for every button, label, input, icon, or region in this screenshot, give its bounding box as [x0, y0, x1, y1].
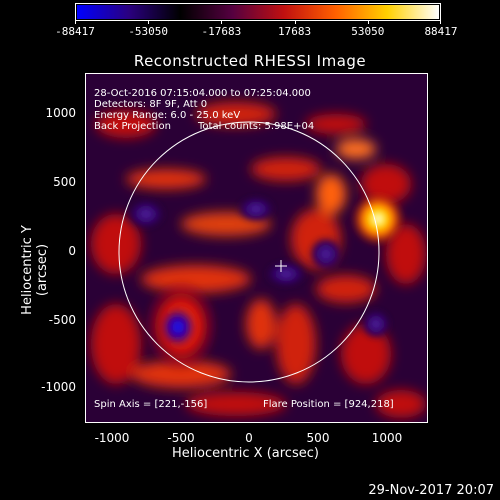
x-tick: -500	[167, 431, 195, 445]
colorbar-tick-label: 88417	[424, 25, 458, 38]
annotation-time-range: 28-Oct-2016 07:15:04.000 to 07:25:04.000	[94, 88, 311, 99]
colorbar-tick-label: 53050	[351, 25, 385, 38]
colorbar-gradient	[77, 5, 439, 19]
colorbar-tick-mark	[367, 20, 369, 24]
footer-date: 29-Nov-2017 20:07	[368, 483, 494, 498]
colorbar	[75, 3, 441, 21]
solar-limb	[118, 121, 380, 383]
colorbar-tick-mark	[75, 20, 76, 24]
colorbar-tick-label: -17683	[201, 25, 242, 38]
plot-title: Reconstructed RHESSI Image	[133, 52, 367, 70]
annotation-energy: Energy Range: 6.0 - 25.0 keV	[94, 110, 241, 121]
y-tick: 0	[68, 244, 76, 258]
y-tick: 500	[53, 175, 76, 189]
image-plot: 28-Oct-2016 07:15:04.000 to 07:25:04.000…	[85, 73, 428, 423]
spin-axis-marker	[275, 260, 287, 272]
annotation-total-counts: Total counts: 5.98E+04	[198, 121, 315, 132]
colorbar-tick-mark	[294, 20, 296, 24]
x-tick: -1000	[94, 431, 130, 445]
annotation-flare-position: Flare Position = [924,218]	[263, 399, 394, 410]
colorbar-tick-mark	[148, 20, 150, 24]
x-axis-label: Heliocentric X (arcsec)	[172, 446, 319, 461]
y-tick: 1000	[45, 106, 76, 120]
colorbar-tick-label: -53050	[128, 25, 169, 38]
colorbar-tick-label: -88417	[55, 25, 95, 38]
annotation-detectors: Detectors: 8F 9F, Att 0	[94, 99, 208, 110]
rhessi-image	[86, 74, 427, 422]
annotation-method: Back Projection	[94, 121, 171, 132]
colorbar-tick-label: 17683	[278, 25, 312, 38]
colorbar-tick-mark	[221, 20, 223, 24]
y-tick: -500	[48, 313, 76, 327]
y-tick: -1000	[41, 380, 76, 394]
x-tick: 500	[306, 431, 330, 445]
annotation-spin-axis: Spin Axis = [221,-156]	[94, 399, 208, 410]
x-tick: 0	[245, 431, 253, 445]
x-tick: 1000	[371, 431, 403, 445]
colorbar-tick-mark	[440, 20, 441, 24]
y-axis-label: Heliocentric Y (arcsec)	[20, 225, 50, 315]
